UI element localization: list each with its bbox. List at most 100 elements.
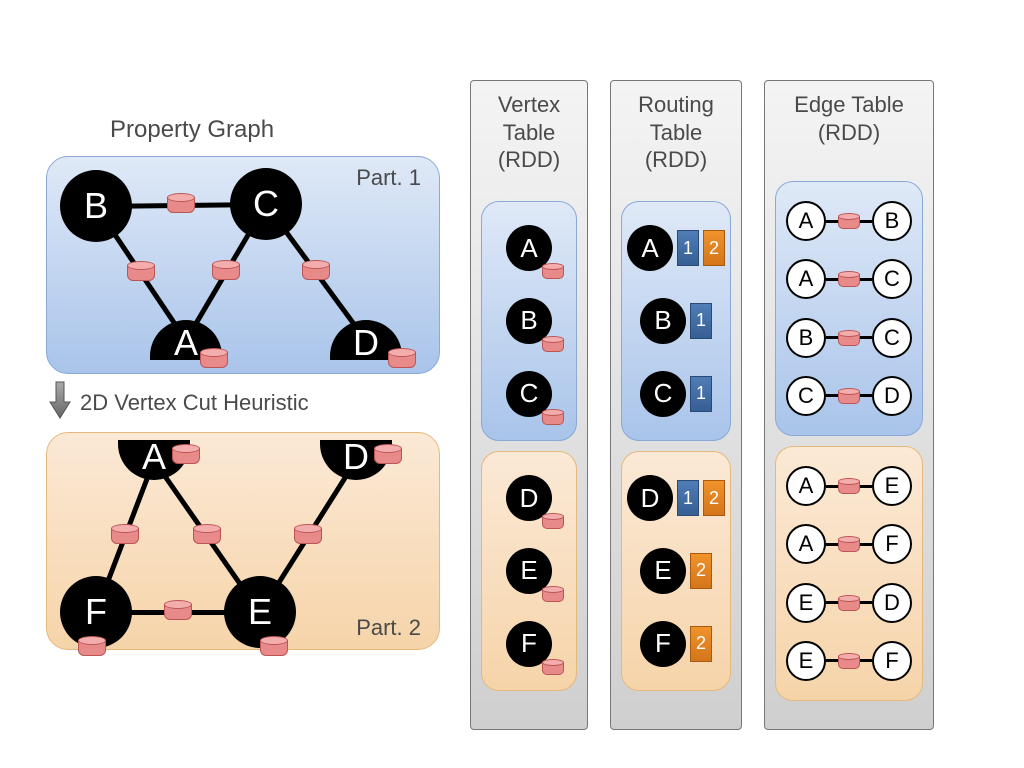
data-disk-icon (172, 444, 200, 464)
data-disk-icon (542, 659, 564, 675)
edge-node-E: E (872, 466, 912, 506)
data-disk-icon (200, 348, 228, 368)
vertex-node-B: B (506, 298, 552, 344)
data-disk-icon (388, 348, 416, 368)
data-disk-icon (260, 636, 288, 656)
graph-node-B: B (60, 170, 132, 242)
vertex-node-A: A (506, 225, 552, 271)
edge-table-p1: ABACBCCD (775, 181, 923, 436)
data-disk-icon (302, 260, 330, 280)
partition-badge-1: 1 (677, 480, 699, 516)
routing-node-E: E (640, 548, 686, 594)
vertex-row: C (482, 359, 576, 429)
routing-node-D: D (627, 475, 673, 521)
routing-node-C: C (640, 371, 686, 417)
data-disk-icon (542, 513, 564, 529)
data-disk-icon (167, 193, 195, 213)
edge-connector (826, 485, 838, 488)
partition-badge-1: 1 (677, 230, 699, 266)
edge-node-A: A (786, 201, 826, 241)
part-1-label: Part. 1 (356, 165, 421, 191)
vertex-table-column: Vertex Table (RDD) ABC DEF (470, 80, 588, 730)
vertex-table-p1: ABC (481, 201, 577, 441)
edge-node-D: D (872, 583, 912, 623)
routing-row: D12 (622, 463, 730, 533)
data-disk-icon (838, 478, 860, 494)
data-disk-icon (838, 536, 860, 552)
edge-node-A: A (786, 466, 826, 506)
routing-table-column: Routing Table (RDD) A12B1C1 D12E2F2 (610, 80, 742, 730)
data-disk-icon (111, 524, 139, 544)
data-disk-icon (374, 444, 402, 464)
edge-row: AB (776, 193, 922, 249)
routing-node-F: F (640, 621, 686, 667)
routing-node-A: A (627, 225, 673, 271)
heuristic-label: 2D Vertex Cut Heuristic (80, 390, 309, 416)
vertex-row: E (482, 536, 576, 606)
data-disk-icon (838, 653, 860, 669)
routing-table-title: Routing Table (RDD) (611, 81, 741, 174)
routing-table-p2: D12E2F2 (621, 451, 731, 691)
partition-badge-1: 1 (690, 303, 712, 339)
vertex-table-p2: DEF (481, 451, 577, 691)
edge-row: CD (776, 368, 922, 424)
graph-node-C: C (230, 168, 302, 240)
edge-connector (826, 220, 838, 223)
data-disk-icon (542, 586, 564, 602)
edge-connector (826, 278, 838, 281)
data-disk-icon (838, 213, 860, 229)
edge-node-E: E (786, 583, 826, 623)
data-disk-icon (212, 260, 240, 280)
data-disk-icon (164, 600, 192, 620)
data-disk-icon (838, 330, 860, 346)
edge-node-F: F (872, 641, 912, 681)
data-disk-icon (838, 271, 860, 287)
edge-connector (860, 659, 872, 662)
vertex-node-F: F (506, 621, 552, 667)
arrow-down-icon (48, 380, 72, 420)
data-disk-icon (838, 388, 860, 404)
data-disk-icon (542, 409, 564, 425)
edge-table-p2: AEAFEDEF (775, 446, 923, 701)
edge-row: EF (776, 633, 922, 689)
partition-badge-2: 2 (703, 480, 725, 516)
vertex-node-E: E (506, 548, 552, 594)
edge-connector (826, 601, 838, 604)
edge-row: AF (776, 516, 922, 572)
routing-row: C1 (622, 359, 730, 429)
partition-badge-1: 1 (690, 376, 712, 412)
edge-node-D: D (872, 376, 912, 416)
edge-node-B: B (872, 201, 912, 241)
routing-table-p1: A12B1C1 (621, 201, 731, 441)
edge-node-C: C (786, 376, 826, 416)
edge-connector (860, 336, 872, 339)
edge-connector (826, 394, 838, 397)
edge-row: ED (776, 575, 922, 631)
part-2-label: Part. 2 (356, 615, 421, 641)
edge-connector (860, 601, 872, 604)
data-disk-icon (193, 524, 221, 544)
vertex-node-C: C (506, 371, 552, 417)
routing-row: F2 (622, 609, 730, 679)
partition-badge-2: 2 (690, 553, 712, 589)
edge-node-A: A (786, 259, 826, 299)
data-disk-icon (294, 524, 322, 544)
routing-node-B: B (640, 298, 686, 344)
vertex-row: D (482, 463, 576, 533)
edge-table-title: Edge Table (RDD) (765, 81, 933, 146)
edge-node-C: C (872, 259, 912, 299)
data-disk-icon (127, 261, 155, 281)
property-graph-title: Property Graph (110, 116, 274, 144)
edge-connector (860, 543, 872, 546)
edge-connector (860, 278, 872, 281)
partition-badge-2: 2 (703, 230, 725, 266)
vertex-row: B (482, 286, 576, 356)
edge-connector (860, 394, 872, 397)
routing-row: B1 (622, 286, 730, 356)
edge-connector (860, 485, 872, 488)
data-disk-icon (838, 595, 860, 611)
edge-row: AC (776, 251, 922, 307)
data-disk-icon (542, 263, 564, 279)
edge-node-A: A (786, 524, 826, 564)
vertex-table-title: Vertex Table (RDD) (471, 81, 587, 174)
